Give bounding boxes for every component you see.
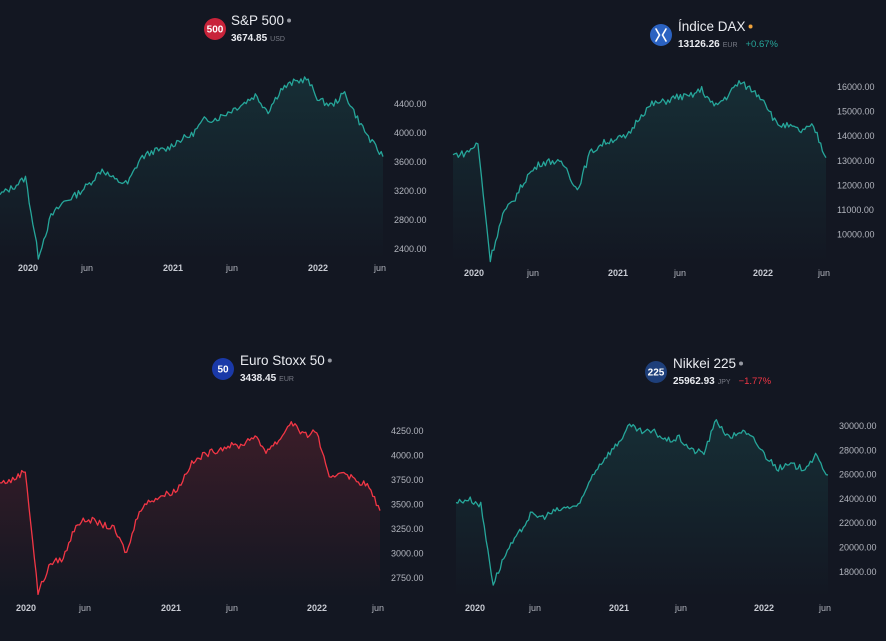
y-tick-label: 14000.00 bbox=[837, 131, 875, 141]
y-tick-label: 3750.00 bbox=[391, 475, 424, 485]
symbol-logo-icon bbox=[204, 18, 226, 40]
x-tick-label: jun bbox=[225, 263, 238, 273]
symbol-badge-text: 50 bbox=[217, 365, 229, 376]
x-tick-label: jun bbox=[817, 268, 830, 278]
currency-label: EUR bbox=[723, 42, 738, 49]
y-tick-label: 10000.00 bbox=[837, 230, 875, 240]
x-tick-label: 2021 bbox=[608, 268, 628, 278]
symbol-title[interactable]: S&P 500 bbox=[231, 13, 284, 28]
y-tick-label: 12000.00 bbox=[837, 180, 875, 190]
y-tick-label: 4400.00 bbox=[394, 99, 427, 109]
y-tick-label: 2750.00 bbox=[391, 573, 424, 583]
y-tick-label: 20000.00 bbox=[839, 543, 877, 553]
x-tick-label: 2020 bbox=[465, 603, 485, 613]
x-tick-label: jun bbox=[80, 263, 93, 273]
last-price: 3438.45 bbox=[240, 373, 277, 384]
y-tick-label: 3000.00 bbox=[391, 549, 424, 559]
series-area bbox=[0, 421, 380, 597]
y-tick-label: 3250.00 bbox=[391, 524, 424, 534]
x-tick-label: jun bbox=[526, 268, 539, 278]
currency-label: EUR bbox=[279, 376, 294, 383]
symbol-logo-icon bbox=[650, 24, 672, 46]
series-line bbox=[0, 421, 381, 596]
currency-label: JPY bbox=[718, 379, 731, 386]
market-status-icon bbox=[739, 361, 744, 366]
y-tick-label: 2400.00 bbox=[394, 244, 427, 254]
market-status-icon bbox=[287, 18, 292, 23]
series-area bbox=[456, 419, 828, 597]
x-tick-label: 2022 bbox=[308, 263, 328, 273]
y-tick-label: 22000.00 bbox=[839, 518, 877, 528]
y-tick-label: 4000.00 bbox=[391, 451, 424, 461]
series-area bbox=[453, 80, 826, 262]
symbol-logo-icon bbox=[645, 361, 667, 383]
symbol-title[interactable]: Euro Stoxx 50 bbox=[240, 353, 325, 368]
y-tick-label: 2800.00 bbox=[394, 215, 427, 225]
series-line bbox=[0, 76, 384, 260]
x-tick-label: 2022 bbox=[307, 603, 327, 613]
y-tick-label: 4250.00 bbox=[391, 426, 424, 436]
symbol-badge-text: 500 bbox=[207, 25, 224, 36]
market-status-icon bbox=[327, 358, 332, 363]
x-tick-label: jun bbox=[371, 603, 384, 613]
x-tick-label: 2021 bbox=[161, 603, 181, 613]
price-change: −1.77% bbox=[739, 376, 772, 387]
market-status-icon bbox=[748, 24, 753, 29]
symbol-title[interactable]: Nikkei 225 bbox=[673, 356, 736, 371]
x-tick-label: jun bbox=[373, 263, 386, 273]
currency-label: USD bbox=[270, 36, 285, 43]
x-tick-label: jun bbox=[78, 603, 91, 613]
symbol-title[interactable]: Índice DAX bbox=[678, 19, 746, 34]
y-tick-label: 15000.00 bbox=[837, 107, 875, 117]
last-price: 25962.93 bbox=[673, 376, 715, 387]
x-tick-label: 2020 bbox=[16, 603, 36, 613]
x-tick-label: 2022 bbox=[754, 603, 774, 613]
y-tick-label: 28000.00 bbox=[839, 445, 877, 455]
chart-panel: 4400.00 4000.00 3600.00 3200.00 2800.00 2400.… bbox=[0, 13, 427, 273]
last-price: 3674.85 bbox=[231, 33, 268, 44]
symbol-logo-icon bbox=[212, 358, 234, 380]
y-tick-label: 13000.00 bbox=[837, 156, 875, 166]
y-tick-label: 4000.00 bbox=[394, 128, 427, 138]
x-tick-label: 2022 bbox=[753, 268, 773, 278]
x-tick-label: jun bbox=[225, 603, 238, 613]
y-tick-label: 24000.00 bbox=[839, 494, 877, 504]
x-tick-label: jun bbox=[673, 268, 686, 278]
y-tick-label: 3500.00 bbox=[391, 500, 424, 510]
series-area bbox=[0, 76, 383, 260]
y-tick-label: 3600.00 bbox=[394, 157, 427, 167]
y-tick-label: 26000.00 bbox=[839, 470, 877, 480]
x-tick-label: jun bbox=[674, 603, 687, 613]
last-price: 13126.26 bbox=[678, 39, 720, 50]
y-tick-label: 18000.00 bbox=[839, 567, 877, 577]
chart-panel: 30000.00 28000.00 26000.00 24000.00 22000.00… bbox=[455, 356, 877, 613]
series-line bbox=[452, 80, 827, 263]
y-tick-label: 3200.00 bbox=[394, 186, 427, 196]
x-tick-label: 2020 bbox=[464, 268, 484, 278]
dax-logo-icon bbox=[655, 28, 667, 42]
chart-panel: 4250.00 4000.00 3750.00 3500.00 3250.00 3000.… bbox=[0, 353, 424, 613]
x-tick-label: 2021 bbox=[609, 603, 629, 613]
chart-panel: 16000.00 15000.00 14000.00 13000.00 12000.00… bbox=[452, 19, 875, 278]
x-tick-label: jun bbox=[818, 603, 831, 613]
y-tick-label: 11000.00 bbox=[837, 205, 874, 215]
price-change: +0.67% bbox=[746, 39, 779, 50]
series-line bbox=[455, 419, 829, 586]
symbol-badge-text: 225 bbox=[648, 368, 665, 379]
y-tick-label: 16000.00 bbox=[837, 82, 875, 92]
y-tick-label: 30000.00 bbox=[839, 421, 877, 431]
x-tick-label: jun bbox=[528, 603, 541, 613]
x-tick-label: 2020 bbox=[18, 263, 38, 273]
x-tick-label: 2021 bbox=[163, 263, 183, 273]
